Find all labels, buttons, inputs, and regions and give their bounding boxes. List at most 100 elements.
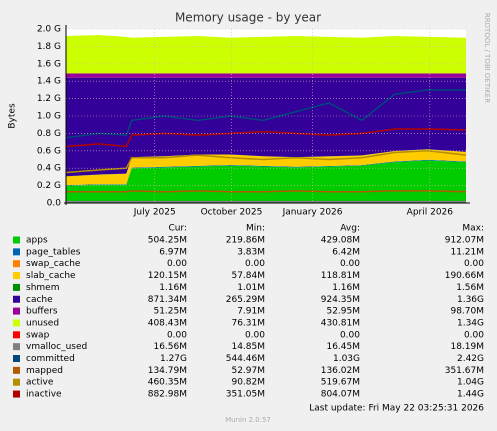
series-line xyxy=(66,190,467,193)
legend-stat: 0.00 xyxy=(464,330,484,340)
legend-stat: 16.56M xyxy=(153,342,187,352)
legend-name: committed xyxy=(26,354,75,364)
series-line xyxy=(65,128,467,148)
legend-stat: 11.21M xyxy=(450,247,484,257)
y-tick-label: 0.4 G xyxy=(37,164,61,174)
legend-stat: 351.67M xyxy=(445,366,484,376)
legend-stat: 120.15M xyxy=(148,271,187,281)
legend-stat: 1.16M xyxy=(159,283,187,293)
legend-stat: 519.67M xyxy=(321,378,360,388)
legend-swatch xyxy=(13,283,20,291)
legend-swatch xyxy=(13,355,20,362)
legend-swatch xyxy=(13,378,20,386)
stack-area xyxy=(66,73,466,78)
legend-stat: 0.00 xyxy=(245,259,265,269)
x-tick-label: July 2025 xyxy=(133,208,176,218)
legend-stat: 804.07M xyxy=(321,390,360,400)
legend-swatch xyxy=(13,236,20,244)
legend-stat: 460.35M xyxy=(148,378,187,388)
legend-stat: 871.34M xyxy=(148,295,187,305)
legend-stat: 504.25M xyxy=(148,236,187,246)
legend-stat: 136.02M xyxy=(321,366,360,376)
stack-area xyxy=(66,35,466,74)
y-tick-label: 0.6 G xyxy=(37,146,61,156)
legend-stat: 1.16M xyxy=(332,283,360,293)
legend-stat: 0.00 xyxy=(340,330,360,340)
stat-header: Avg: xyxy=(340,224,360,234)
x-tick-label: October 2025 xyxy=(201,208,263,218)
footer: Munin 2.0.57 xyxy=(225,416,271,424)
legend-swatch xyxy=(13,248,20,256)
legend-name: slab_cache xyxy=(26,271,76,281)
legend-swatch xyxy=(13,390,20,398)
legend-stat: 0.00 xyxy=(340,259,360,269)
legend-name: buffers xyxy=(26,307,58,317)
legend-stat: 118.81M xyxy=(321,271,360,281)
y-tick-label: 1.2 G xyxy=(37,94,61,104)
last-update: Last update: Fri May 22 03:25:31 2026 xyxy=(309,404,484,414)
legend-name: page_tables xyxy=(26,247,81,257)
legend-stat: 3.83M xyxy=(237,247,265,257)
legend-stat: 912.07M xyxy=(445,236,484,246)
legend-stat: 98.70M xyxy=(450,307,484,317)
legend-stat: 2.42G xyxy=(457,354,484,364)
legend-stat: 6.42M xyxy=(332,247,360,257)
legend-swatch xyxy=(13,295,20,303)
legend-stat: 52.95M xyxy=(326,307,360,317)
legend-stat: 14.85M xyxy=(231,342,265,352)
y-tick-label: 0.8 G xyxy=(37,129,61,139)
legend-stat: 1.56M xyxy=(456,283,484,293)
stat-header: Max: xyxy=(462,224,484,234)
legend-stat: 219.86M xyxy=(226,236,265,246)
y-axis-label: Bytes xyxy=(8,103,18,129)
stack-area xyxy=(66,77,466,177)
legend-name: vmalloc_used xyxy=(26,342,87,352)
legend-name: unused xyxy=(26,318,59,328)
legend-stat: 924.35M xyxy=(321,295,360,305)
watermark: RRDTOOL / TOBI OETIKER xyxy=(483,13,491,103)
y-tick-label: 1.0 G xyxy=(37,112,61,122)
legend-stat: 1.04G xyxy=(457,378,484,388)
legend-swatch xyxy=(13,343,20,351)
legend-name: inactive xyxy=(26,390,62,400)
legend-stat: 51.25M xyxy=(153,307,187,317)
legend-stat: 430.81M xyxy=(321,318,360,328)
legend-swatch xyxy=(13,260,20,268)
legend-stat: 1.27G xyxy=(160,354,187,364)
legend-name: active xyxy=(26,378,54,388)
legend-stat: 16.45M xyxy=(326,342,360,352)
series-line xyxy=(65,150,467,174)
legend-stat: 0.00 xyxy=(464,259,484,269)
legend-stat: 351.05M xyxy=(226,390,265,400)
legend-name: apps xyxy=(26,236,48,246)
legend-stat: 1.03G xyxy=(333,354,360,364)
legend-swatch xyxy=(13,307,20,315)
legend-stat: 1.01M xyxy=(237,283,265,293)
chart-title: Memory usage - by year xyxy=(175,11,321,25)
y-tick-label: 1.6 G xyxy=(37,59,61,69)
legend-stat: 429.08M xyxy=(321,236,360,246)
legend-swatch xyxy=(13,366,20,374)
legend-stat: 134.79M xyxy=(148,366,187,376)
stat-header: Cur: xyxy=(168,224,187,234)
y-tick-label: 1.4 G xyxy=(37,77,61,87)
y-tick-label: 2.0 G xyxy=(37,25,61,35)
y-tick-label: 0.0 xyxy=(47,199,62,209)
legend-stat: 57.84M xyxy=(231,271,265,281)
legend-stat: 0.00 xyxy=(245,330,265,340)
stat-header: Min: xyxy=(246,224,265,234)
x-tick-label: January 2026 xyxy=(282,208,343,218)
legend-name: shmem xyxy=(26,283,59,293)
legend-stat: 882.98M xyxy=(148,390,187,400)
legend-stat: 190.66M xyxy=(445,271,484,281)
legend-name: swap_cache xyxy=(26,259,81,269)
legend-name: swap xyxy=(26,330,50,340)
legend-stat: 408.43M xyxy=(148,318,187,328)
legend-stat: 544.46M xyxy=(226,354,265,364)
legend-stat: 52.97M xyxy=(231,366,265,376)
legend-stat: 265.29M xyxy=(226,295,265,305)
series-line xyxy=(65,89,466,139)
legend-stat: 7.91M xyxy=(237,307,265,317)
data-layer xyxy=(65,35,467,203)
